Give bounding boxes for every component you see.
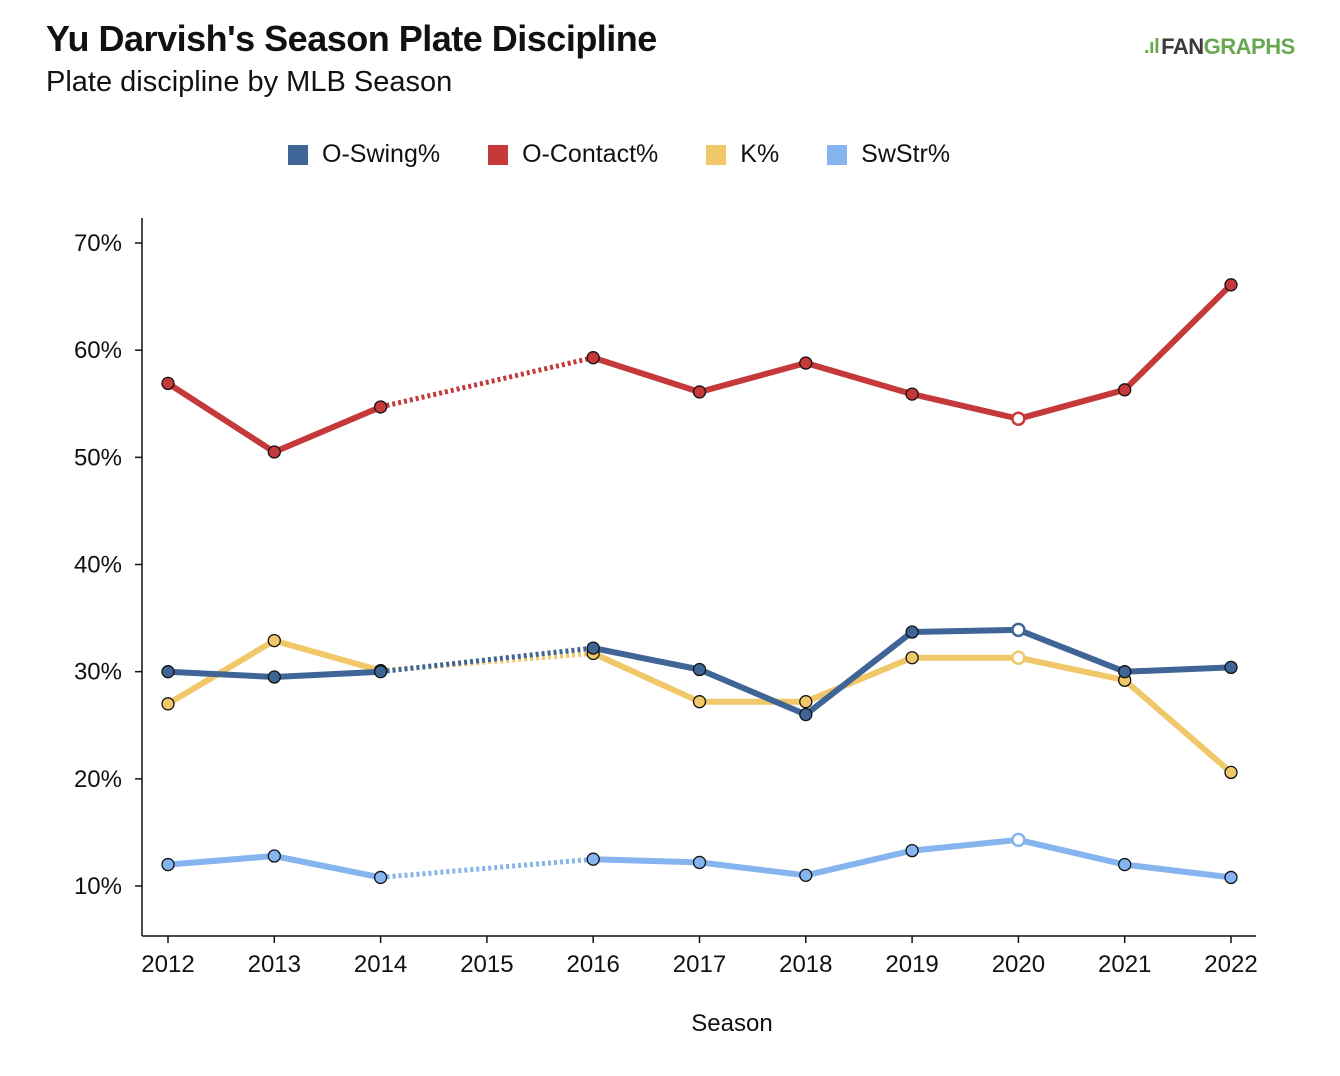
x-tick-label: 2022: [1204, 951, 1257, 978]
batter-icon: .ıl: [1144, 35, 1160, 58]
fangraphs-logo: .ıl FAN GRAPHS: [1144, 34, 1295, 60]
data-point: [161, 697, 175, 711]
data-point: [1011, 832, 1026, 848]
series-gap-line: [380, 645, 594, 675]
data-point: [692, 695, 707, 709]
legend-swatch: [706, 144, 727, 165]
data-point: [905, 625, 919, 639]
x-tick-label: 2012: [141, 951, 194, 978]
data-point: [1011, 622, 1026, 638]
legend-label: K%: [740, 140, 780, 168]
data-point: [1224, 660, 1238, 675]
y-tick-label: 30%: [74, 659, 122, 686]
data-point: [267, 633, 281, 648]
data-point: [1118, 383, 1132, 397]
y-tick-label: 60%: [74, 337, 122, 364]
data-point: [161, 665, 175, 679]
series-line: [165, 380, 384, 455]
logo-graphs-text: GRAPHS: [1203, 34, 1296, 59]
legend-item: SwStr%: [827, 140, 950, 169]
x-tick-label: 2017: [673, 951, 726, 978]
data-point: [586, 351, 600, 365]
data-point: [373, 400, 388, 414]
x-tick-label: 2019: [885, 951, 938, 978]
legend: O-Swing% O-Contact% K% SwStr%: [288, 140, 998, 169]
y-tick-label: 10%: [74, 873, 122, 900]
data-point: [905, 651, 919, 665]
data-point: [1224, 870, 1238, 885]
data-point: [692, 385, 707, 399]
y-tick-label: 70%: [74, 230, 122, 257]
series-gap-line: [380, 355, 594, 410]
data-point: [692, 855, 707, 870]
legend-swatch: [827, 144, 848, 165]
legend-label: O-Contact%: [522, 140, 659, 168]
legend-label: O-Swing%: [322, 140, 441, 168]
y-tick-label: 50%: [74, 444, 122, 471]
data-point: [1224, 765, 1238, 780]
x-tick-label: 2020: [992, 951, 1045, 978]
data-point: [267, 849, 281, 863]
data-point: [373, 665, 388, 679]
data-point: [905, 843, 919, 858]
data-point: [161, 857, 175, 872]
data-point: [692, 662, 707, 677]
data-point: [799, 707, 813, 722]
data-point: [799, 356, 813, 370]
data-point: [799, 868, 813, 882]
data-point: [905, 387, 919, 401]
data-point: [373, 870, 388, 885]
x-tick-label: 2014: [354, 951, 407, 978]
data-point: [1118, 857, 1132, 872]
legend-swatch: [288, 144, 308, 165]
legend-swatch: [488, 144, 509, 165]
data-point: [1011, 411, 1026, 427]
data-point: [586, 852, 600, 866]
legend-item: O-Contact%: [488, 140, 658, 169]
chart-subtitle: Plate discipline by MLB Season: [46, 66, 453, 98]
x-axis-title: Season: [691, 1010, 772, 1037]
data-point: [267, 670, 281, 684]
x-tick-label: 2021: [1098, 951, 1151, 978]
legend-label: SwStr%: [861, 140, 951, 168]
legend-item: K%: [706, 140, 779, 169]
data-point: [161, 376, 175, 391]
data-point: [267, 445, 281, 459]
x-tick-label: 2015: [460, 951, 513, 978]
x-tick-label: 2016: [567, 951, 620, 978]
data-point: [799, 695, 813, 709]
series-line: [590, 626, 1234, 718]
data-point: [1224, 278, 1238, 292]
legend-item: O-Swing%: [288, 140, 440, 169]
y-tick-label: 20%: [74, 766, 122, 793]
logo-fan-text: FAN: [1161, 34, 1204, 59]
chart-title: Yu Darvish's Season Plate Discipline: [46, 18, 657, 59]
x-tick-label: 2013: [248, 951, 301, 978]
data-point: [586, 641, 600, 655]
data-point: [1118, 665, 1132, 679]
y-tick-label: 40%: [74, 552, 122, 579]
data-point: [1011, 650, 1026, 665]
series-gap-line: [380, 856, 594, 880]
x-tick-label: 2018: [779, 951, 832, 978]
